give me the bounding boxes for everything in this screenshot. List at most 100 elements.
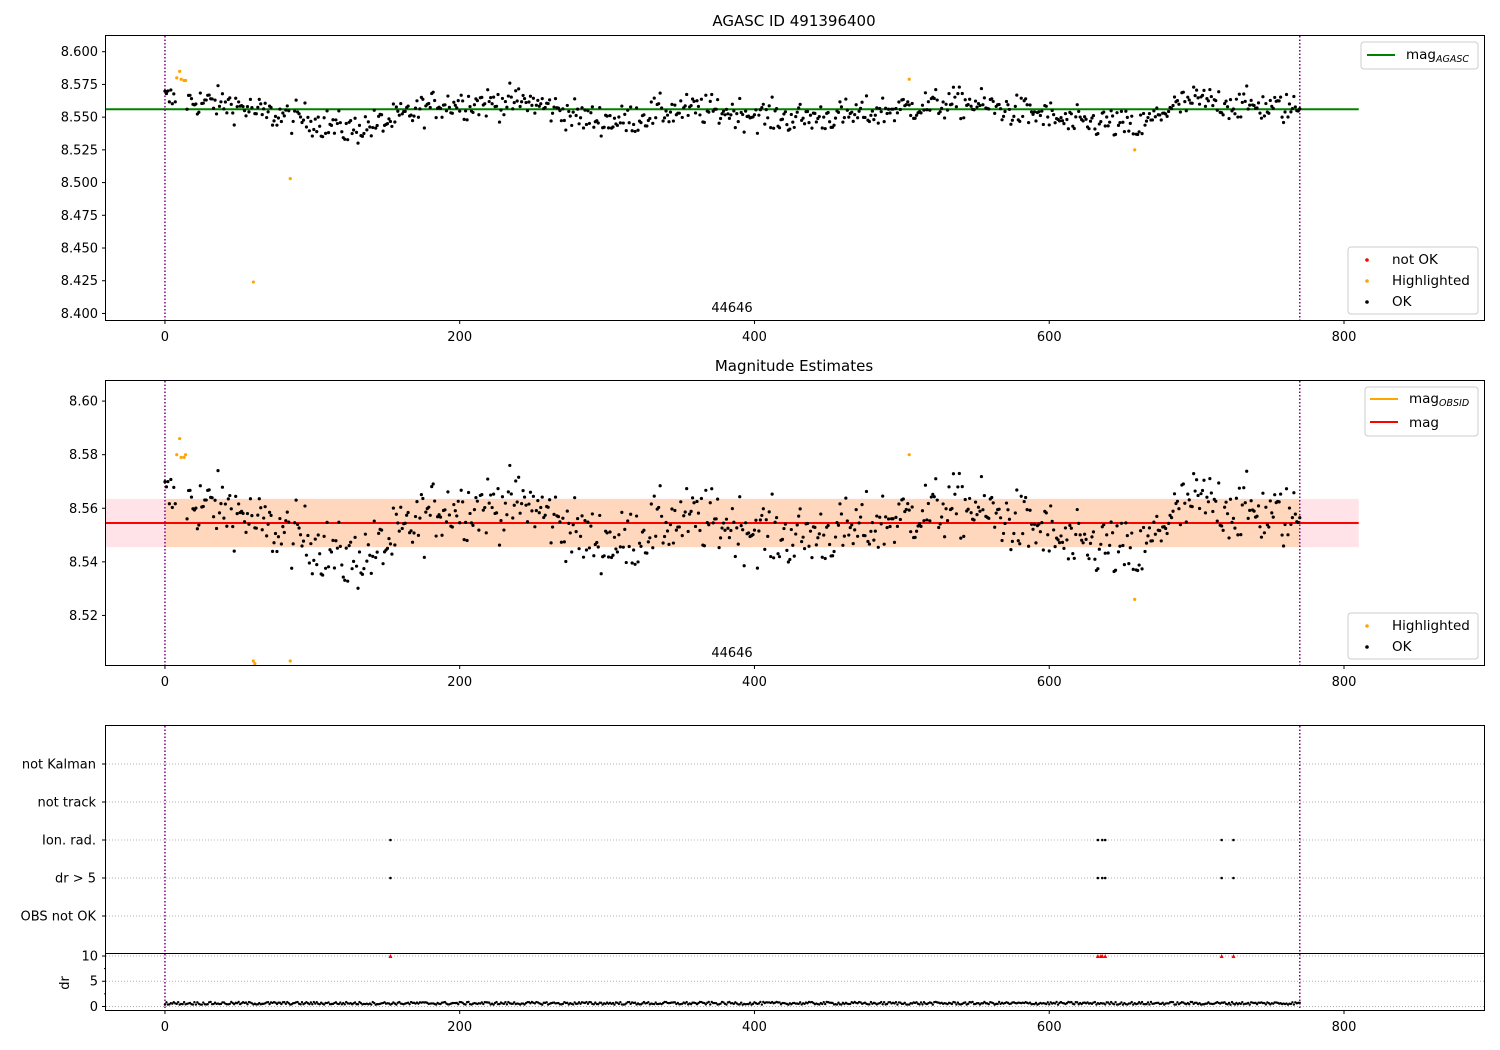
ok-point: [629, 105, 633, 109]
ok-point: [266, 522, 270, 526]
ok-point: [716, 497, 720, 501]
ok-point: [1072, 126, 1076, 131]
ok-point: [1119, 109, 1124, 114]
dr-point: [573, 1001, 576, 1004]
ok-point: [1040, 521, 1044, 525]
dr-point: [577, 1001, 581, 1004]
ok-point: [397, 113, 401, 117]
ok-point: [198, 91, 202, 95]
ok-point: [1159, 118, 1163, 122]
ok-point: [410, 119, 415, 123]
ok-point: [257, 97, 261, 101]
ok-point: [1032, 110, 1037, 114]
ok-point: [1026, 120, 1031, 125]
dr-point: [1264, 1003, 1268, 1006]
ok-point: [599, 134, 603, 138]
ok-point: [225, 524, 229, 528]
ok-point: [1159, 539, 1163, 543]
ok-point: [1080, 538, 1084, 542]
dr-point: [296, 1000, 299, 1004]
ok-point: [540, 495, 544, 499]
ok-point: [823, 126, 827, 131]
ok-point: [433, 98, 437, 103]
ok-point: [632, 122, 636, 127]
ok-point: [325, 109, 329, 113]
ok-point: [351, 559, 356, 563]
ok-point: [717, 546, 721, 550]
ok-point: [658, 484, 662, 488]
ok-point: [409, 529, 413, 533]
ok-point: [528, 94, 533, 98]
ok-point: [1286, 533, 1290, 537]
ok-point: [944, 507, 948, 511]
ok-point: [1087, 557, 1091, 561]
ok-point: [637, 541, 642, 545]
ok-point: [901, 97, 905, 102]
ok-point: [975, 513, 979, 517]
ok-point: [362, 567, 366, 571]
ok-point: [685, 92, 689, 97]
dr-point: [1223, 1001, 1226, 1004]
dr-point: [487, 1001, 491, 1004]
ok-point: [1208, 87, 1212, 92]
dr-point: [498, 1002, 501, 1006]
ok-point: [472, 103, 477, 107]
ok-point: [556, 514, 561, 519]
ok-point: [741, 112, 745, 117]
ok-point: [294, 498, 298, 502]
ok-point: [282, 530, 286, 535]
ok-point: [1136, 568, 1140, 573]
ok-point: [173, 502, 177, 506]
ok-point: [1203, 511, 1208, 515]
dr-point: [880, 1000, 883, 1004]
ok-point: [789, 527, 793, 532]
ok-point: [1175, 99, 1180, 103]
ok-point: [400, 112, 404, 116]
ok-point: [1202, 478, 1206, 482]
ok-point: [1038, 113, 1042, 118]
ok-point: [931, 492, 935, 496]
dr-point: [495, 1000, 498, 1004]
ok-point: [1001, 114, 1006, 118]
ok-point: [1195, 478, 1199, 482]
ok-point: [711, 521, 715, 525]
ok-point: [1006, 508, 1010, 512]
ok-point: [581, 126, 586, 130]
ok-point: [1245, 469, 1249, 473]
ok-point: [1246, 516, 1250, 520]
ok-point: [586, 520, 590, 524]
highlighted-point: [1133, 148, 1137, 152]
ok-point: [329, 123, 334, 128]
ok-point: [1164, 112, 1168, 116]
ok-point: [406, 510, 410, 515]
ok-point: [764, 108, 768, 112]
ok-point: [1078, 533, 1082, 537]
ok-point: [418, 516, 422, 520]
ok-point: [521, 93, 525, 98]
ok-point: [492, 492, 496, 496]
ok-point: [639, 544, 643, 548]
ok-point: [910, 101, 914, 106]
ok-point: [1171, 103, 1175, 108]
ok-point: [910, 505, 914, 509]
ok-point: [270, 123, 275, 127]
ok-point: [878, 106, 882, 111]
ok-point: [197, 523, 201, 527]
ok-point: [1124, 521, 1128, 525]
ok-point: [447, 513, 451, 517]
ok-point: [754, 108, 758, 112]
dr-point: [956, 1001, 960, 1004]
ok-point: [1143, 549, 1147, 554]
ok-point: [245, 511, 250, 516]
ok-point: [909, 113, 913, 118]
ok-point: [522, 96, 527, 101]
ok-point: [885, 111, 889, 116]
ok-point: [1209, 491, 1213, 495]
ok-point: [281, 111, 285, 115]
ok-point: [972, 108, 976, 112]
ok-point: [214, 526, 219, 531]
ok-point: [857, 109, 861, 113]
dr-point: [629, 1002, 632, 1006]
ok-point: [474, 496, 478, 500]
ok-point: [776, 552, 780, 556]
